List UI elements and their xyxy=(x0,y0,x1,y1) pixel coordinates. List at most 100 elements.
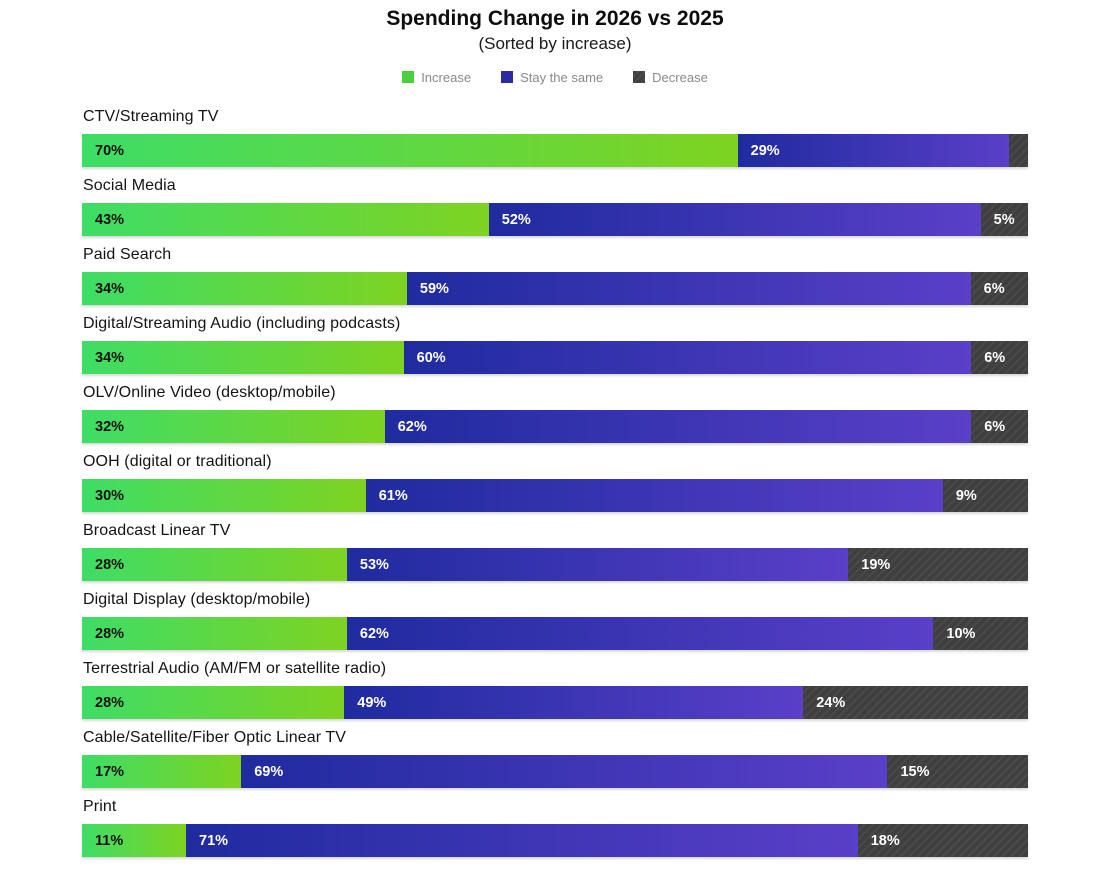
segment-increase: 30% xyxy=(82,479,366,512)
segment-decrease: 10% xyxy=(933,617,1028,650)
chart-row: CTV/Streaming TV 70% 29% xyxy=(82,107,1028,167)
legend-item-increase: Increase xyxy=(402,70,471,85)
segment-value-label: 34% xyxy=(95,349,125,366)
segment-stay-the-same: 49% xyxy=(344,686,804,719)
segment-decrease: 6% xyxy=(970,272,1028,305)
segment-increase: 17% xyxy=(82,755,242,788)
legend: Increase Stay the same Decrease xyxy=(82,68,1028,86)
segment-value-label: 6% xyxy=(984,418,1006,435)
category-label: CTV/Streaming TV xyxy=(83,108,219,125)
segment-value-label: 70% xyxy=(95,142,125,159)
segment-stay-the-same: 62% xyxy=(384,410,972,443)
stacked-bar: 32% 62% 6% xyxy=(82,410,1028,443)
segment-value-label: 34% xyxy=(95,280,125,297)
legend-swatch-decrease-icon xyxy=(633,71,646,83)
segment-value-label: 11% xyxy=(95,832,124,849)
chart-row: Broadcast Linear TV 28% 53% 19% xyxy=(82,521,1028,581)
chart-title: Spending Change in 2026 vs 2025 xyxy=(386,7,724,30)
segment-value-label: 62% xyxy=(359,625,389,642)
stacked-bar: 70% 29% xyxy=(82,134,1028,167)
stacked-bar: 34% 60% 6% xyxy=(82,341,1028,374)
chart-row: Digital/Streaming Audio (including podca… xyxy=(82,314,1028,374)
segment-value-label: 43% xyxy=(95,211,125,228)
segment-increase: 32% xyxy=(82,410,385,443)
stacked-bar: 11% 71% 18% xyxy=(82,824,1028,857)
segment-value-label: 17% xyxy=(95,763,125,780)
segment-value-label: 49% xyxy=(357,694,387,711)
segment-value-label: 28% xyxy=(95,625,125,642)
stacked-bar: 43% 52% 5% xyxy=(82,203,1028,236)
segment-decrease: 18% xyxy=(857,824,1028,857)
stacked-bar: 28% 53% 19% xyxy=(82,548,1028,581)
legend-swatch-stay-the-same-icon xyxy=(501,71,514,83)
category-label: Paid Search xyxy=(83,246,172,263)
segment-increase: 43% xyxy=(82,203,489,236)
segment-increase: 11% xyxy=(82,824,187,857)
chart-subtitle: (Sorted by increase) xyxy=(478,34,632,53)
segment-stay-the-same: 59% xyxy=(406,272,971,305)
category-label: OLV/Online Video (desktop/mobile) xyxy=(83,384,336,401)
segment-value-label: 28% xyxy=(95,556,125,573)
segment-stay-the-same: 53% xyxy=(346,548,849,581)
category-label: Print xyxy=(83,798,117,815)
segment-value-label: 53% xyxy=(359,556,389,573)
segment-value-label: 5% xyxy=(993,211,1015,228)
legend-item-decrease: Decrease xyxy=(633,70,708,85)
chart-row: Cable/Satellite/Fiber Optic Linear TV 17… xyxy=(82,728,1028,788)
segment-decrease: 9% xyxy=(942,479,1028,512)
segment-value-label: 6% xyxy=(984,349,1006,366)
segment-value-label: 28% xyxy=(95,694,125,711)
segment-increase: 34% xyxy=(82,341,404,374)
category-label: Social Media xyxy=(83,177,176,194)
segment-increase: 70% xyxy=(82,134,738,167)
segment-stay-the-same: 62% xyxy=(346,617,934,650)
stacked-bar: 30% 61% 9% xyxy=(82,479,1028,512)
chart-row: Paid Search 34% 59% 6% xyxy=(82,245,1028,305)
segment-decrease: 24% xyxy=(803,686,1028,719)
segment-stay-the-same: 60% xyxy=(403,341,972,374)
legend-label: Decrease xyxy=(652,69,708,85)
segment-value-label: 59% xyxy=(419,280,449,297)
segment-stay-the-same: 29% xyxy=(737,134,1010,167)
segment-decrease: 15% xyxy=(887,755,1028,788)
segment-stay-the-same: 61% xyxy=(365,479,943,512)
segment-value-label: 29% xyxy=(750,142,780,159)
segment-value-label: 24% xyxy=(816,694,846,711)
segment-value-label: 10% xyxy=(946,625,976,642)
segment-value-label: 30% xyxy=(95,487,125,504)
legend-item-stay-the-same: Stay the same xyxy=(501,70,603,85)
category-label: Terrestrial Audio (AM/FM or satellite ra… xyxy=(83,660,387,677)
segment-value-label: 18% xyxy=(870,832,900,849)
segment-value-label: 9% xyxy=(955,487,977,504)
chart-row: Digital Display (desktop/mobile) 28% 62%… xyxy=(82,590,1028,650)
stacked-bar: 28% 49% 24% xyxy=(82,686,1028,719)
segment-value-label: 69% xyxy=(254,763,284,780)
segment-value-label: 62% xyxy=(397,418,427,435)
stacked-bar: 17% 69% 15% xyxy=(82,755,1028,788)
legend-label: Increase xyxy=(421,69,472,85)
segment-decrease: 6% xyxy=(971,410,1028,443)
segment-increase: 34% xyxy=(82,272,407,305)
segment-value-label: 61% xyxy=(378,487,408,504)
category-label: Digital/Streaming Audio (including podca… xyxy=(83,315,401,332)
segment-value-label: 6% xyxy=(983,280,1005,297)
segment-stay-the-same: 71% xyxy=(186,824,858,857)
segment-increase: 28% xyxy=(82,617,347,650)
segment-decrease: 19% xyxy=(848,548,1028,581)
segment-value-label: 52% xyxy=(501,211,531,228)
legend-swatch-increase-icon xyxy=(402,71,415,83)
segment-value-label: 19% xyxy=(861,556,891,573)
segment-stay-the-same: 69% xyxy=(241,755,888,788)
chart-row: OOH (digital or traditional) 30% 61% 9% xyxy=(82,452,1028,512)
segment-value-label: 71% xyxy=(199,832,229,849)
chart-row: Social Media 43% 52% 5% xyxy=(82,176,1028,236)
segment-value-label: 15% xyxy=(900,763,930,780)
stacked-bar: 34% 59% 6% xyxy=(82,272,1028,305)
category-label: Broadcast Linear TV xyxy=(83,522,231,539)
segment-value-label: 60% xyxy=(416,349,446,366)
segment-increase: 28% xyxy=(82,548,347,581)
category-label: Digital Display (desktop/mobile) xyxy=(83,591,311,608)
category-label: Cable/Satellite/Fiber Optic Linear TV xyxy=(83,729,347,746)
stacked-bar: 28% 62% 10% xyxy=(82,617,1028,650)
